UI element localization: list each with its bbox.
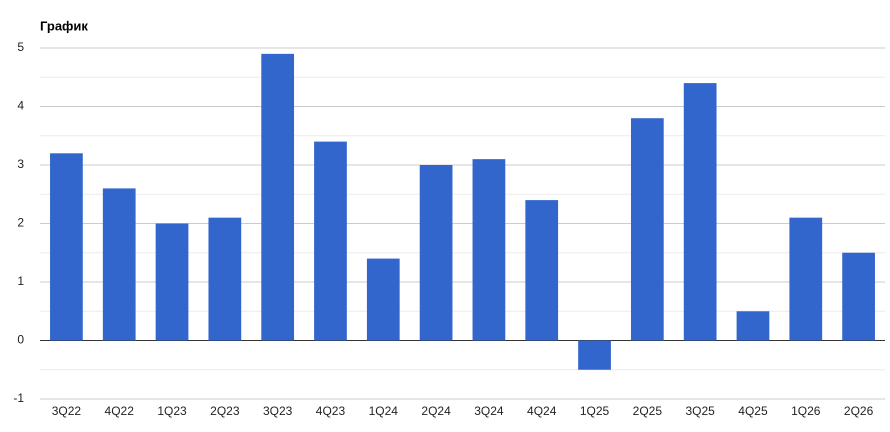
x-tick-label: 4Q22 bbox=[105, 404, 135, 418]
y-tick-label: 5 bbox=[17, 40, 24, 54]
bar bbox=[261, 53, 295, 341]
x-tick-label: 2Q24 bbox=[421, 404, 451, 418]
bar bbox=[208, 217, 242, 341]
bar bbox=[50, 153, 83, 341]
bar bbox=[102, 188, 136, 341]
chart-title: График bbox=[40, 18, 88, 33]
x-tick-label: 1Q24 bbox=[369, 404, 399, 418]
bar bbox=[683, 83, 717, 341]
x-tick-label: 3Q22 bbox=[52, 404, 82, 418]
bar bbox=[525, 200, 559, 341]
y-tick-label: 3 bbox=[17, 157, 24, 171]
x-tick-label: 1Q25 bbox=[580, 404, 610, 418]
x-tick-label: 2Q25 bbox=[633, 404, 663, 418]
x-tick-label: 3Q25 bbox=[685, 404, 715, 418]
bar bbox=[578, 340, 611, 370]
bar bbox=[789, 217, 823, 341]
y-tick-label: 1 bbox=[17, 274, 24, 288]
x-tick-label: 3Q24 bbox=[474, 404, 504, 418]
x-tick-label: 4Q23 bbox=[316, 404, 346, 418]
x-tick-label: 1Q23 bbox=[157, 404, 187, 418]
y-tick-label: 4 bbox=[17, 99, 24, 113]
bar bbox=[736, 311, 770, 341]
bar bbox=[366, 258, 400, 341]
bar bbox=[630, 118, 664, 341]
x-tick-label: 4Q24 bbox=[527, 404, 557, 418]
bar bbox=[472, 159, 506, 341]
x-tick-label: 3Q23 bbox=[263, 404, 293, 418]
x-tick-label: 4Q25 bbox=[738, 404, 768, 418]
bar bbox=[155, 223, 189, 341]
x-tick-label: 2Q23 bbox=[210, 404, 240, 418]
x-tick-label: 1Q26 bbox=[791, 404, 821, 418]
bar bbox=[419, 165, 453, 341]
bar bbox=[842, 252, 875, 341]
y-tick-label: -1 bbox=[13, 391, 24, 405]
y-tick-label: 2 bbox=[17, 216, 24, 230]
x-tick-label: 2Q26 bbox=[844, 404, 874, 418]
bar bbox=[314, 141, 347, 341]
y-tick-label: 0 bbox=[17, 333, 24, 347]
